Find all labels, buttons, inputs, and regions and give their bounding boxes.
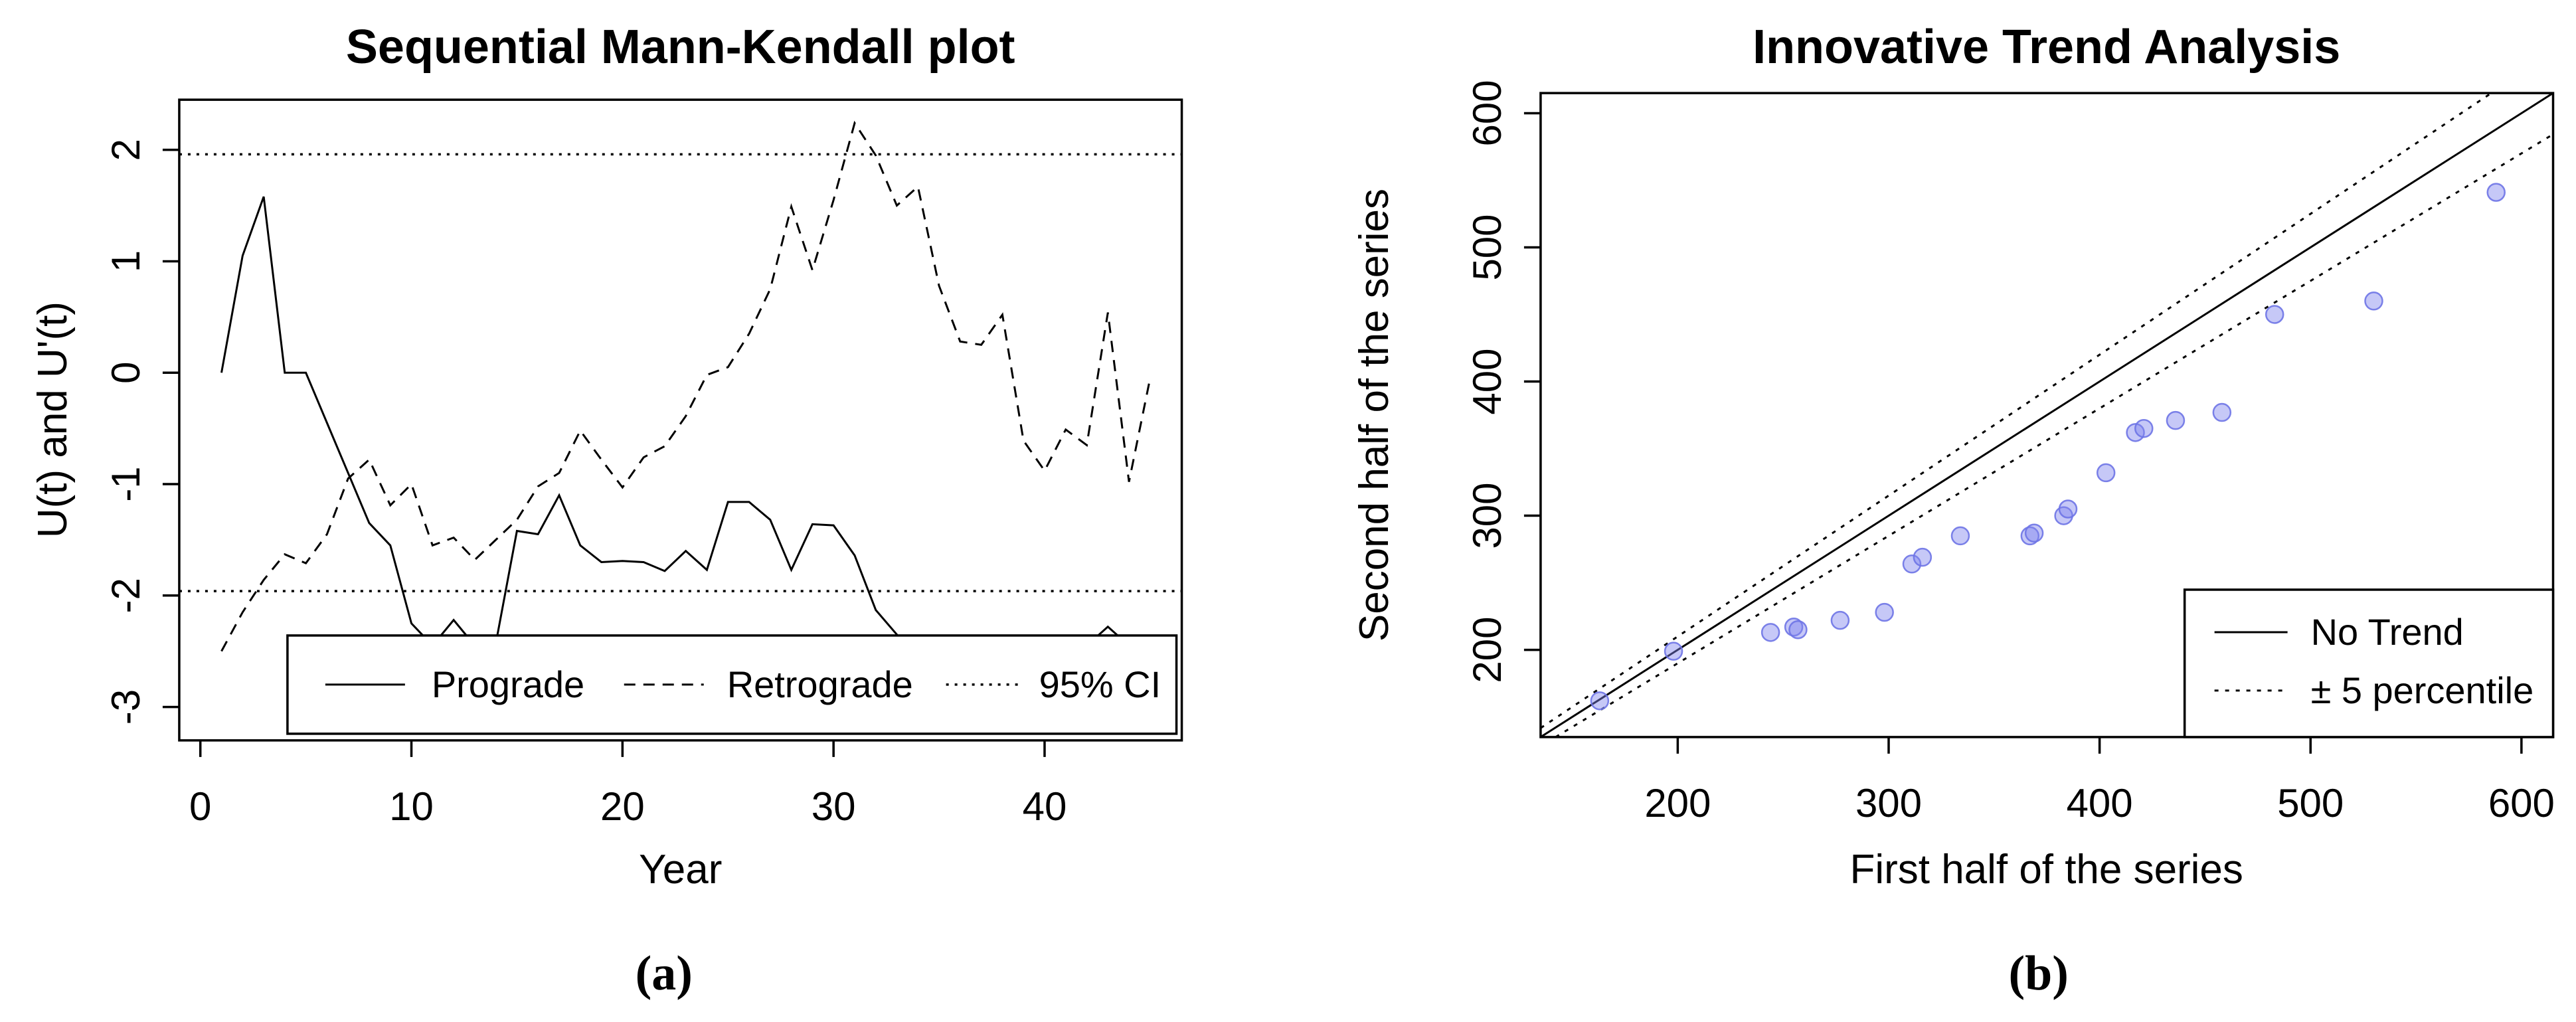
scatter-point: [1902, 554, 1921, 574]
x-tick-label: 10: [389, 784, 434, 829]
x-tick-label: 40: [1023, 784, 1067, 829]
chart-b-xlabel: First half of the series: [1849, 847, 2243, 893]
x-tick-label: 500: [2277, 781, 2344, 825]
x-tick-label: 20: [600, 784, 645, 829]
scatter-point: [2024, 523, 2043, 543]
mann-kendall-chart: 0 10 20 30 40 -3 -2 -1 0 1 2 Prograde Retrograde 9…: [30, 21, 1183, 1001]
y-tick-label: -1: [104, 466, 148, 501]
scatter-point: [1874, 602, 1894, 622]
y-tick-label: 200: [1464, 617, 1509, 683]
y-tick-label: 2: [104, 139, 148, 161]
legend-a-box: [286, 634, 1178, 735]
chart-b-plot-area: 200 300 400 500 600 200 300 400 500 600: [1464, 80, 2554, 825]
scatter-point: [1760, 623, 1780, 642]
chart-a-ylabel: U(t) and U'(t): [30, 301, 76, 538]
caption-b: (b): [2008, 946, 2068, 1001]
plot-frame-b: [1539, 92, 2554, 738]
chart-a-title: Sequential Mann-Kendall plot: [346, 21, 1015, 74]
y-tick-label: 600: [1464, 80, 1509, 146]
percentile-line: [1555, 133, 2553, 738]
scatter-point: [2212, 402, 2231, 422]
legend-b-box: [2183, 588, 2554, 738]
scatter-point: [1664, 641, 1683, 661]
chart-a-xlabel: Year: [639, 847, 722, 893]
prograde-line: [220, 196, 1151, 677]
y-tick-label: 0: [104, 362, 148, 384]
legend-b-notrend-label: No Trend: [2310, 611, 2463, 653]
x-tick-label: 30: [812, 784, 856, 829]
chart-b-title: Innovative Trend Analysis: [1753, 21, 2340, 74]
scatter-point: [1913, 547, 1932, 567]
scatter-point: [2363, 292, 2383, 311]
y-tick-label: 1: [104, 250, 148, 272]
panel-b: 200 300 400 500 600 200 300 400 500 600 No Trend …: [1288, 0, 2576, 1022]
panel-a: 0 10 20 30 40 -3 -2 -1 0 1 2 Prograde Retrograde 9…: [30, 21, 1183, 1001]
retrograde-line: [220, 120, 1152, 652]
legend-a-retrograde-label: Retrograde: [727, 663, 913, 705]
x-tick-label: 300: [1855, 781, 1921, 825]
scatter-point: [2166, 410, 2185, 430]
scatter-point: [2265, 305, 2284, 324]
y-tick-label: 400: [1464, 348, 1509, 414]
scatter-point: [2134, 418, 2154, 438]
scatter-point: [1590, 691, 1609, 711]
y-tick-label: 300: [1464, 483, 1509, 549]
y-tick-label: 500: [1464, 214, 1509, 280]
caption-a: (a): [636, 946, 693, 1001]
x-tick-label: 0: [189, 784, 211, 829]
plot-frame-a: [178, 98, 1183, 742]
y-tick-label: -3: [104, 689, 148, 724]
scatter-point: [1950, 526, 1970, 546]
chart-b-ylabel: Second half of the series: [1351, 189, 1397, 641]
x-tick-label: 200: [1644, 781, 1711, 825]
y-tick-label: -2: [104, 578, 148, 613]
x-tick-label: 400: [2066, 781, 2132, 825]
no-trend-line: [1539, 92, 2553, 738]
scatter-point: [1830, 610, 1849, 630]
scatter-point: [2096, 463, 2115, 483]
x-tick-label: 600: [2488, 781, 2554, 825]
legend-a-ci-label: 95% CI: [1039, 663, 1161, 705]
legend-b-percentile-label: ± 5 percentile: [2310, 669, 2533, 711]
legend-a-prograde-label: Prograde: [432, 663, 584, 705]
scatter-point: [2486, 183, 2506, 202]
scatter-point: [1788, 620, 1808, 639]
scatter-point: [2058, 499, 2077, 519]
